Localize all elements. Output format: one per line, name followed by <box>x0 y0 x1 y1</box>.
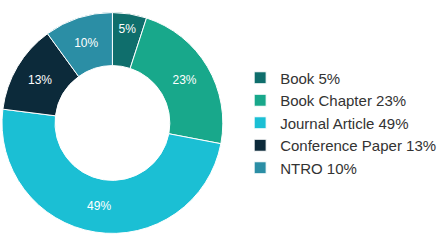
svg-text:Conference Paper 13%: Conference Paper 13% <box>280 137 436 154</box>
svg-text:5%: 5% <box>119 22 137 36</box>
svg-text:Journal Article 49%: Journal Article 49% <box>280 115 408 132</box>
svg-text:10%: 10% <box>74 36 98 50</box>
svg-text:NTRO 10%: NTRO 10% <box>280 160 357 177</box>
svg-text:23%: 23% <box>172 73 196 87</box>
svg-text:49%: 49% <box>87 199 111 213</box>
svg-text:Book Chapter 23%: Book Chapter 23% <box>280 92 406 109</box>
svg-text:Book 5%: Book 5% <box>280 70 340 87</box>
svg-text:13%: 13% <box>28 73 52 87</box>
